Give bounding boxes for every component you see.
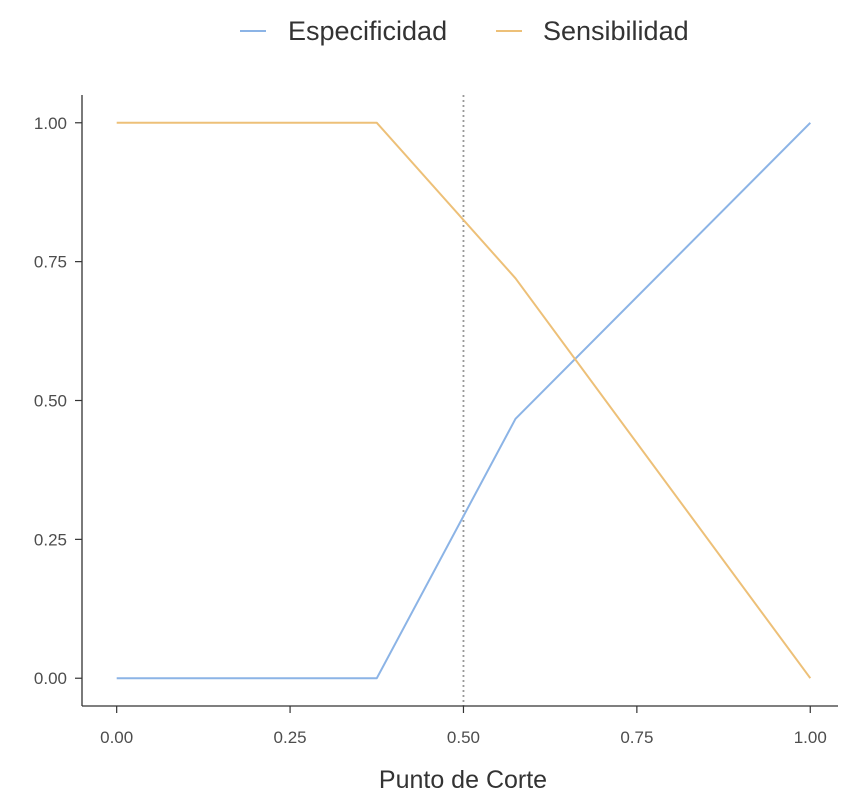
- x-axis-title: Punto de Corte: [379, 766, 547, 794]
- series-line-especificidad: [116, 122, 812, 680]
- y-tick-label: 0.75: [34, 253, 67, 272]
- y-tick-label: 0.25: [34, 530, 67, 549]
- x-axis-ticks: 0.00 0.25 0.50 0.75 1.00: [100, 706, 827, 747]
- y-axis-ticks: 0.00 0.25 0.50 0.75 1.00: [34, 114, 82, 688]
- axes: [81, 95, 838, 707]
- x-tick-label: 0.50: [447, 728, 480, 747]
- legend-label-sensibilidad: Sensibilidad: [543, 16, 689, 46]
- y-tick-label: 0.50: [34, 392, 67, 411]
- y-tick-label: 1.00: [34, 114, 67, 133]
- x-tick-label: 0.75: [620, 728, 653, 747]
- legend-label-especificidad: Especificidad: [288, 16, 447, 46]
- plot-area: [116, 95, 812, 706]
- x-tick-label: 0.00: [100, 728, 133, 747]
- x-tick-label: 0.25: [274, 728, 307, 747]
- legend: Especificidad Sensibilidad: [240, 16, 689, 46]
- y-tick-label: 0.00: [34, 669, 67, 688]
- series-line-sensibilidad: [116, 121, 812, 679]
- x-tick-label: 1.00: [794, 728, 827, 747]
